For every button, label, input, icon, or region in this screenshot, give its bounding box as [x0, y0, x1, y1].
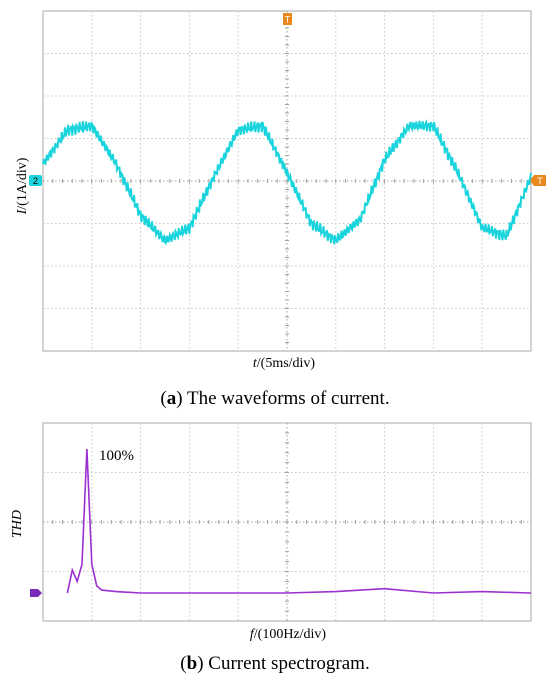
- panel-a-plot: 2 T T I/(1A/div) t/(5ms/div): [15, 10, 546, 371]
- trigger-marker-top: T: [283, 13, 292, 25]
- spectrum-channel-marker: [30, 589, 42, 597]
- panel-a-xlabel: t/(5ms/div): [253, 356, 316, 371]
- spectrum-line: [66, 448, 532, 594]
- panel-b-ylabel: THD: [10, 510, 25, 538]
- panel-b-caption: (b) Current spectrogram.: [180, 653, 370, 674]
- current-waveform-line: [42, 118, 532, 246]
- panel-b-xlabel: f/(100Hz/div): [250, 627, 327, 642]
- panel-b-grid: [42, 422, 532, 622]
- channel-2-marker: 2: [29, 175, 42, 186]
- trigger-right-label: T: [537, 176, 543, 186]
- panel-b-plot: 100% THD f/(100Hz/div): [10, 422, 532, 642]
- peak-annotation: 100%: [99, 448, 134, 464]
- panel-a-caption: (a) The waveforms of current.: [160, 388, 390, 409]
- trigger-top-label: T: [285, 15, 291, 25]
- trigger-marker-right: T: [530, 175, 546, 186]
- channel-2-label: 2: [33, 176, 38, 186]
- panel-a-grid: [42, 10, 532, 352]
- panel-a-ylabel: I/(1A/div): [15, 157, 30, 215]
